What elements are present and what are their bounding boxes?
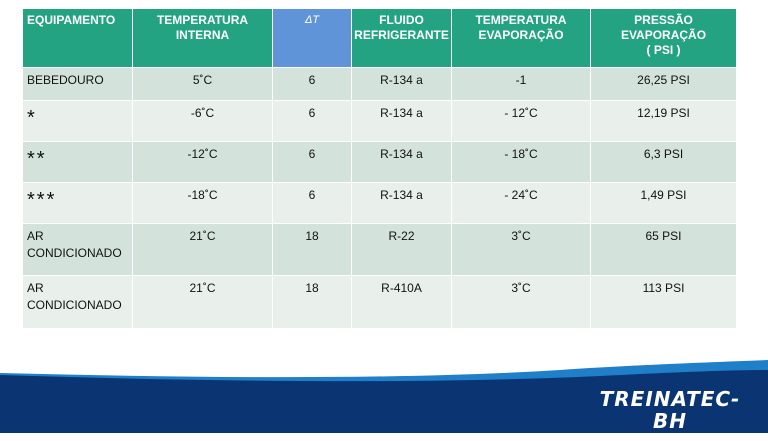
table-row: BEBEDOURO 5˚C 6 R-134 a -1 26,25 PSI [22,67,737,101]
cell-evap-pressure: 65 PSI [590,223,737,276]
header-evap-pressure: PRESSÃO EVAPORAÇÃO ( PSI ) [590,8,737,68]
table-row: AR CONDICIONADO 21˚C 18 R-22 3˚C 65 PSI [22,223,737,276]
cell-equipment: AR CONDICIONADO [22,223,133,276]
cell-evap-pressure: 12,19 PSI [590,100,737,142]
table-row: ** -12˚C 6 R-134 a - 18˚C 6,3 PSI [22,141,737,183]
cell-evap-temp: 3˚C [451,275,591,329]
cell-evap-temp: - 24˚C [451,182,591,224]
cell-refrigerant: R-134 a [351,182,452,224]
header-delta-t: ΔT [272,8,352,68]
cell-delta-t: 18 [272,275,352,329]
footer-wave-band [0,360,768,433]
cell-evap-temp: - 18˚C [451,141,591,183]
cell-evap-temp: - 12˚C [451,100,591,142]
table-row: AR CONDICIONADO 21˚C 18 R-410A 3˚C 113 P… [22,275,737,329]
cell-equipment: * [22,100,133,142]
table-header-row: EQUIPAMENTO TEMPERATURA INTERNA ΔT FLUID… [22,8,737,68]
brand-logo: TREINATEC-BH cursos [590,388,750,441]
cell-internal-temp: 5˚C [132,67,273,101]
cell-delta-t: 6 [272,182,352,224]
header-equipment: EQUIPAMENTO [22,8,133,68]
cell-internal-temp: -12˚C [132,141,273,183]
brand-name: TREINATEC-BH [599,387,741,433]
cell-internal-temp: -18˚C [132,182,273,224]
table-row: * -6˚C 6 R-134 a - 12˚C 12,19 PSI [22,100,737,142]
header-internal-temp: TEMPERATURA INTERNA [132,8,273,68]
cell-equipment: ** [22,141,133,183]
header-refrigerant: FLUIDO REFRIGERANTE [351,8,452,68]
table-row: *** -18˚C 6 R-134 a - 24˚C 1,49 PSI [22,182,737,224]
refrigeration-table: EQUIPAMENTO TEMPERATURA INTERNA ΔT FLUID… [22,8,737,329]
cell-refrigerant: R-134 a [351,67,452,101]
cell-delta-t: 6 [272,141,352,183]
cell-evap-temp: 3˚C [451,223,591,276]
footer-navy-band [0,370,768,433]
cell-evap-pressure: 1,49 PSI [590,182,737,224]
cell-internal-temp: -6˚C [132,100,273,142]
cell-equipment: AR CONDICIONADO [22,275,133,329]
cell-internal-temp: 21˚C [132,275,273,329]
cell-delta-t: 6 [272,100,352,142]
cell-equipment: *** [22,182,133,224]
cell-refrigerant: R-22 [351,223,452,276]
cell-evap-temp: -1 [451,67,591,101]
header-evap-temp: TEMPERATURA EVAPORAÇÃO [451,8,591,68]
brand-subtitle: cursos [661,433,719,440]
cell-refrigerant: R-134 a [351,141,452,183]
cell-internal-temp: 21˚C [132,223,273,276]
cell-evap-pressure: 113 PSI [590,275,737,329]
cell-delta-t: 6 [272,67,352,101]
cell-equipment: BEBEDOURO [22,67,133,101]
cell-delta-t: 18 [272,223,352,276]
cell-evap-pressure: 6,3 PSI [590,141,737,183]
cell-refrigerant: R-134 a [351,100,452,142]
cell-refrigerant: R-410A [351,275,452,329]
cell-evap-pressure: 26,25 PSI [590,67,737,101]
